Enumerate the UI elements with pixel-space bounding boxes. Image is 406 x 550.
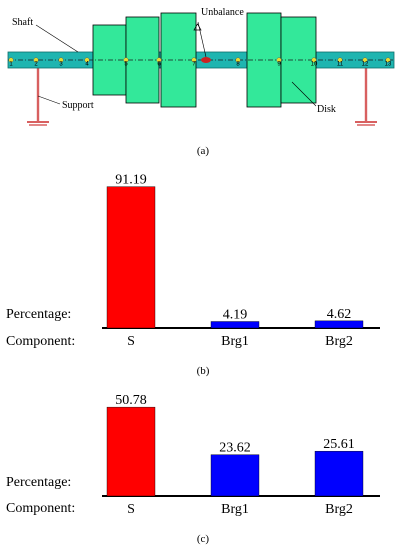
node-group: 1 2 3 4 5 6 7 8 9 10 11 12 13 xyxy=(8,57,392,68)
node-point xyxy=(276,57,282,63)
disk-label: Disk xyxy=(317,104,336,115)
node-number: 4 xyxy=(85,62,89,68)
node-point xyxy=(156,57,162,63)
bar-brg2 xyxy=(314,320,364,329)
shaft-leader xyxy=(35,24,79,53)
value-label: 25.61 xyxy=(323,437,355,452)
bar-brg2 xyxy=(314,450,364,497)
chart-b: Percentage: Component: 91.19 4.19 4.62 S Br… xyxy=(6,173,380,377)
percentage-label: Percentage: xyxy=(6,307,71,322)
node-point xyxy=(58,57,64,63)
category-label-group: S Brg1 Brg2 xyxy=(127,502,353,517)
node-point xyxy=(84,57,90,63)
node-point xyxy=(311,57,317,63)
bar-s xyxy=(106,406,156,497)
chart-c: Percentage: Component: 50.78 23.62 25.61 S… xyxy=(6,393,380,545)
category-label: S xyxy=(127,334,135,349)
right-support xyxy=(355,64,377,126)
category-label: Brg2 xyxy=(325,334,353,349)
node-number: 11 xyxy=(337,62,344,68)
node-point xyxy=(191,57,197,63)
value-label: 4.19 xyxy=(223,308,248,323)
value-label: 91.19 xyxy=(115,173,147,188)
node-point xyxy=(362,57,368,63)
unbalance-marker xyxy=(193,23,202,31)
value-label: 23.62 xyxy=(219,441,251,456)
bar-brg1 xyxy=(210,321,260,329)
category-label: Brg1 xyxy=(221,334,249,349)
unbalance-mass xyxy=(201,57,211,63)
unbalance-label: Unbalance xyxy=(201,7,244,18)
left-support xyxy=(27,64,49,126)
caption-a: (a) xyxy=(197,145,210,157)
node-number: 13 xyxy=(385,62,392,68)
node-point xyxy=(337,57,343,63)
node-number: 10 xyxy=(311,62,318,68)
node-point xyxy=(123,57,129,63)
node-number: 8 xyxy=(236,62,240,68)
rotor-diagram: 1 2 3 4 5 6 7 8 9 10 11 12 13 Shaft Support Unbalanc… xyxy=(7,7,395,157)
bar-group xyxy=(106,186,364,329)
value-label-group: 91.19 4.19 4.62 xyxy=(115,173,351,323)
caption-b: (b) xyxy=(197,365,210,377)
node-number: 1 xyxy=(9,62,13,68)
bar-s xyxy=(106,186,156,329)
node-number: 6 xyxy=(157,62,161,68)
category-label: Brg1 xyxy=(221,502,249,517)
value-label: 4.62 xyxy=(327,307,352,322)
node-number: 9 xyxy=(277,62,281,68)
node-number: 3 xyxy=(59,62,63,68)
node-number: 2 xyxy=(34,62,38,68)
node-point xyxy=(33,57,39,63)
node-point xyxy=(235,57,241,63)
node-point xyxy=(8,57,14,63)
node-number: 5 xyxy=(124,62,128,68)
disk-leader xyxy=(291,81,317,107)
support-label: Support xyxy=(62,100,94,111)
node-number: 7 xyxy=(192,62,196,68)
percentage-label: Percentage: xyxy=(6,475,71,490)
bar-group xyxy=(106,406,364,497)
node-number: 12 xyxy=(362,62,369,68)
value-label: 50.78 xyxy=(115,393,147,408)
value-label-group: 50.78 23.62 25.61 xyxy=(115,393,355,456)
bar-brg1 xyxy=(210,454,260,497)
category-label: Brg2 xyxy=(325,502,353,517)
category-label-group: S Brg1 Brg2 xyxy=(127,334,353,349)
component-label: Component: xyxy=(6,501,75,516)
category-label: S xyxy=(127,502,135,517)
node-point xyxy=(385,57,391,63)
caption-c: (c) xyxy=(197,533,210,545)
shaft-label: Shaft xyxy=(12,17,33,28)
component-label: Component: xyxy=(6,334,75,349)
support-leader xyxy=(37,95,61,105)
